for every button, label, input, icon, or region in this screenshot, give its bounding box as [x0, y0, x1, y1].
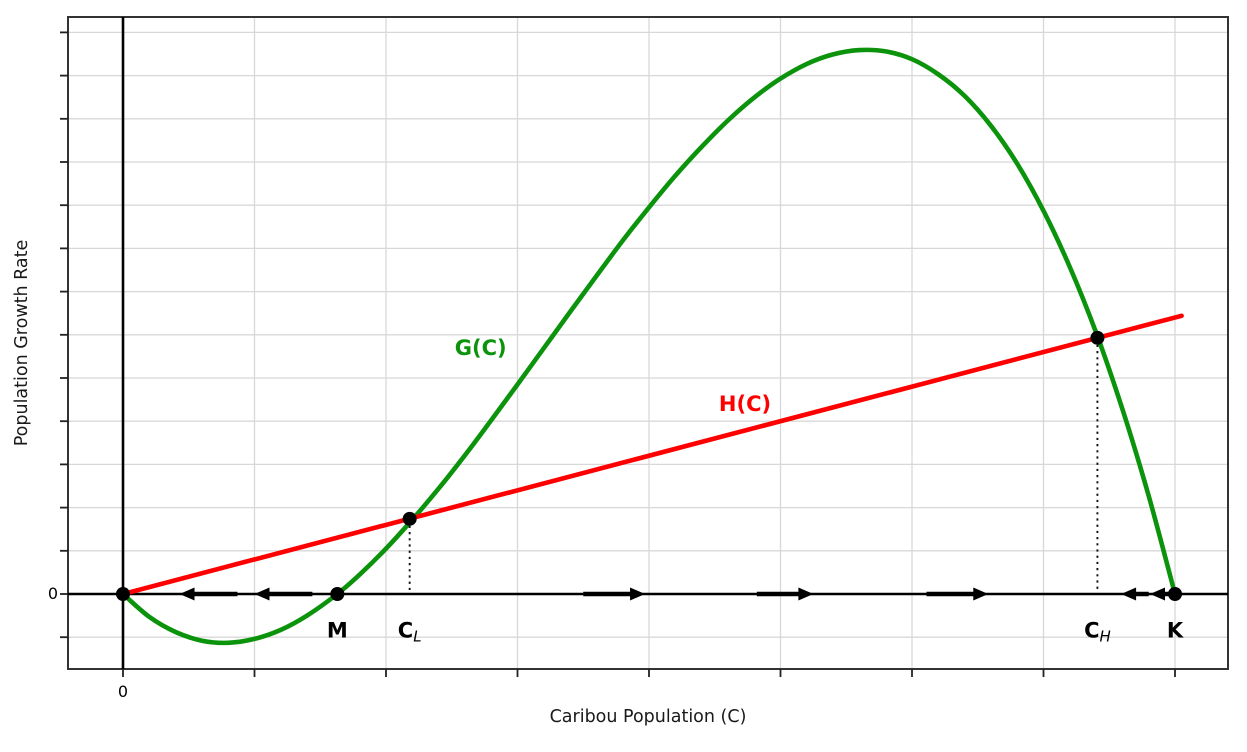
axis-ticks [60, 31, 1176, 677]
point-labels: M CL CH K G(C) H(C) [327, 336, 1184, 646]
gridlines [68, 17, 1228, 669]
x-axis-zero-tick-label: 0 [118, 682, 128, 701]
y-axis-title: Population Growth Rate [12, 240, 32, 447]
point-label: K [1167, 619, 1184, 643]
equilibrium-dot [116, 587, 130, 601]
curves [120, 47, 1184, 646]
curve-label: G(C) [455, 336, 507, 360]
x-axis-title: Caribou Population (C) [550, 707, 747, 727]
left-arrowhead [254, 587, 270, 601]
plot-frame [67, 16, 1229, 670]
equilibrium-points [116, 330, 1182, 601]
droplines [408, 344, 1099, 592]
growth-curve [120, 47, 1178, 646]
point-label: CL [398, 619, 422, 646]
flow-arrows [179, 587, 1177, 601]
point-label: CH [1084, 619, 1111, 646]
left-arrowhead [179, 587, 195, 601]
harvest-line [120, 313, 1184, 597]
right-arrowhead [630, 587, 646, 601]
equilibrium-dot [1168, 587, 1182, 601]
equilibrium-dot [1090, 330, 1105, 345]
equilibrium-dot [402, 511, 417, 526]
point-label: M [327, 619, 348, 643]
y-axis-zero-tick-label: 0 [48, 584, 58, 603]
curve-label: H(C) [719, 392, 771, 416]
right-arrowhead [973, 587, 989, 601]
left-arrowhead [1150, 587, 1166, 601]
equilibrium-dot [330, 587, 345, 601]
left-arrowhead [1121, 587, 1137, 601]
right-arrowhead [798, 587, 814, 601]
